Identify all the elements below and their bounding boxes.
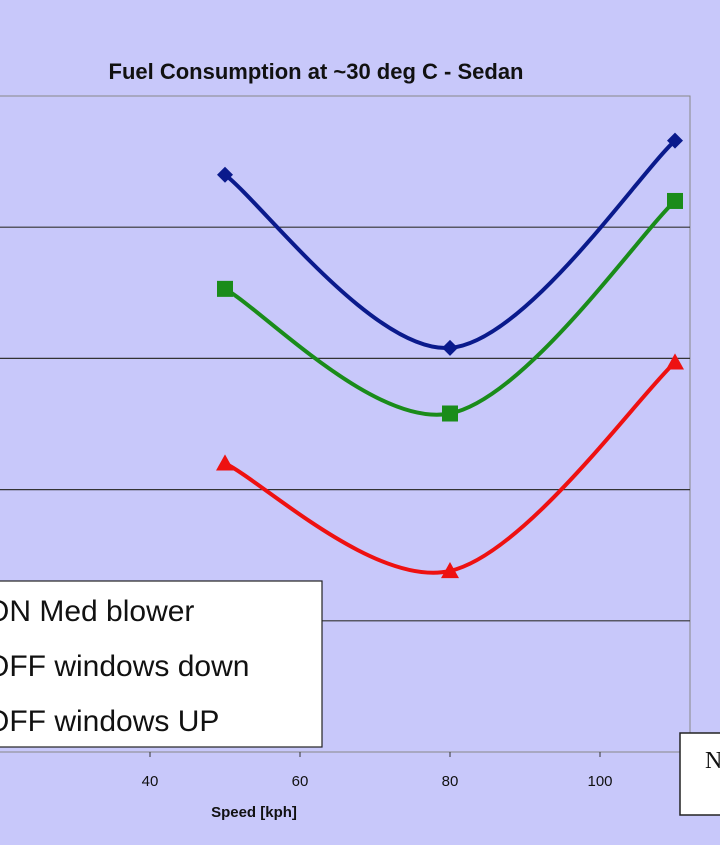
data-point	[442, 405, 458, 422]
data-point	[441, 561, 459, 579]
corner-box: N	[679, 732, 720, 816]
legend-entry: ON Med blower	[0, 595, 194, 628]
plot-area: 40 60 80 100	[0, 95, 691, 790]
legend-entry: OFF windows down	[0, 650, 249, 683]
legend-entry: OFF windows UP	[0, 705, 219, 738]
corner-label: N	[705, 748, 720, 774]
data-point	[667, 132, 683, 149]
data-point	[217, 166, 233, 183]
x-tick-label: 40	[142, 773, 159, 790]
series	[217, 132, 683, 356]
data-point	[666, 353, 684, 370]
legend: ON Med blower OFF windows down OFF windows…	[0, 580, 323, 748]
legend-box	[0, 580, 323, 748]
x-tick-label: 100	[587, 773, 612, 790]
chart-title: Fuel Consumption at ~30 deg C - Sedan	[109, 59, 524, 84]
data-point	[217, 280, 233, 297]
data-point	[216, 454, 234, 471]
series	[217, 192, 683, 422]
x-tick-label: 80	[442, 773, 459, 790]
data-point	[667, 192, 683, 209]
data-point	[442, 339, 458, 356]
plot-border	[0, 95, 691, 753]
series	[216, 353, 684, 579]
x-tick-label: 60	[292, 773, 309, 790]
x-axis-label: Speed [kph]	[211, 804, 297, 821]
